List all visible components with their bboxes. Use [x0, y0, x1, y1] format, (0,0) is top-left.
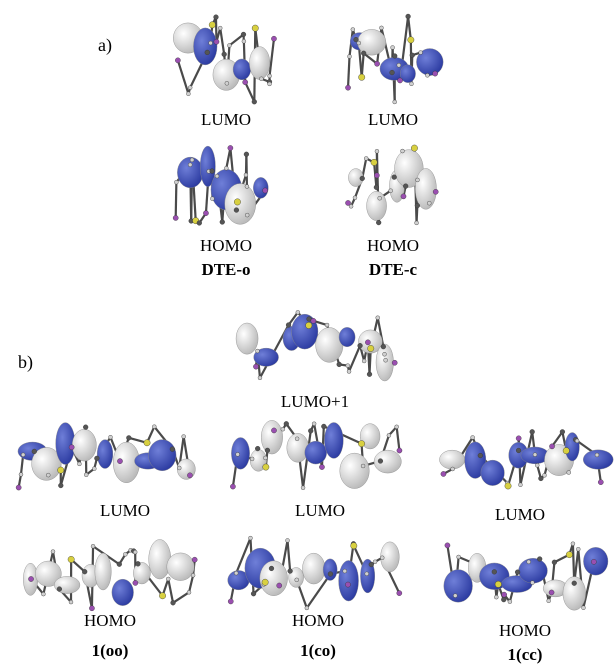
lumo-plus1-caption: LUMO+1 — [280, 392, 350, 411]
panel-a-label: a) — [98, 35, 112, 55]
compound-label-dte-c: DTE-c — [368, 260, 418, 279]
dte-c-homo-image — [345, 144, 439, 226]
dte-c-lumo-image — [345, 13, 444, 105]
dte-c-homo-caption: HOMO — [367, 236, 419, 255]
co-lumo-caption: LUMO — [294, 501, 346, 520]
compound-label-1cc: 1(cc) — [507, 645, 543, 664]
cc-homo-caption: HOMO — [499, 621, 551, 640]
dte-o-lumo-image — [173, 14, 277, 105]
oo-lumo-image — [15, 422, 196, 491]
panel-b-label: b) — [18, 352, 33, 372]
cc-lumo-image — [439, 429, 614, 490]
co-homo-image — [227, 535, 403, 611]
oo-homo-caption: HOMO — [84, 611, 136, 630]
dte-o-homo-image — [172, 145, 269, 226]
lumo-plus1-image — [235, 310, 398, 382]
cc-lumo-caption: LUMO — [494, 505, 546, 524]
compound-label-1co: 1(co) — [300, 641, 336, 660]
co-lumo-image — [230, 420, 403, 490]
compound-label-dte-o: DTE-o — [201, 260, 251, 279]
dte-o-lumo-caption: LUMO — [200, 110, 252, 129]
oo-homo-image — [23, 539, 198, 612]
dte-c-lumo-caption: LUMO — [367, 110, 419, 129]
cc-homo-image — [443, 541, 609, 611]
dte-o-homo-caption: HOMO — [200, 236, 252, 255]
compound-label-1oo: 1(oo) — [91, 641, 129, 660]
co-homo-caption: HOMO — [292, 611, 344, 630]
oo-lumo-caption: LUMO — [99, 501, 151, 520]
